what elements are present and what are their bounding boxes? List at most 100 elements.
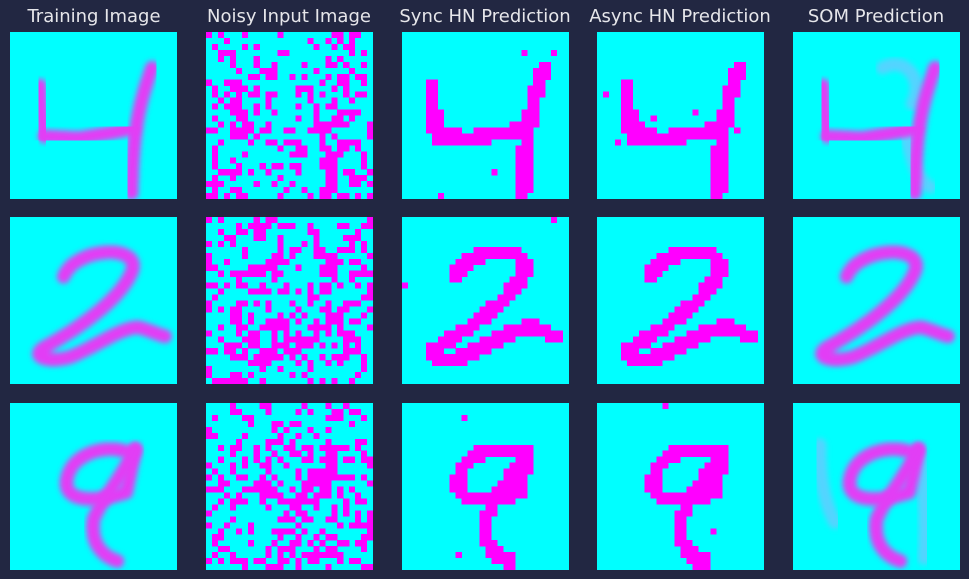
pixel: [355, 91, 362, 98]
pixel: [674, 510, 681, 517]
pixel: [515, 462, 522, 469]
pixel: [259, 288, 266, 295]
digit-panel-r2-c2: [206, 217, 373, 384]
pixel: [301, 492, 308, 499]
pixel: [206, 306, 213, 313]
pixel: [355, 348, 362, 355]
pixel: [431, 85, 438, 92]
pixel: [313, 546, 320, 553]
pixel: [277, 193, 284, 199]
pixel: [704, 324, 711, 331]
pixel: [497, 498, 504, 505]
digit-panel-r2-c5: [793, 217, 960, 384]
pixel: [485, 450, 492, 457]
pixel: [662, 348, 669, 355]
pixel: [289, 546, 296, 553]
pixel: [716, 444, 723, 451]
pixel: [277, 354, 284, 361]
pixel: [620, 109, 627, 116]
pixel: [343, 43, 350, 51]
pixel: [259, 282, 266, 289]
pixel: [473, 127, 480, 134]
pixel: [349, 486, 356, 493]
pixel: [527, 456, 534, 463]
pixel: [337, 360, 344, 367]
pixel: [241, 32, 248, 39]
pixel: [467, 348, 474, 355]
pixel: [485, 528, 492, 535]
pixel: [491, 300, 498, 307]
pixel: [509, 558, 516, 565]
pixel: [307, 426, 314, 433]
pixel: [361, 222, 368, 230]
pixel: [235, 163, 242, 170]
pixel: [265, 300, 272, 307]
pixel: [325, 456, 332, 463]
digit-stroke: [820, 121, 923, 146]
pixel: [235, 97, 242, 104]
pixel: [674, 139, 681, 146]
pixel: [521, 151, 528, 158]
pixel: [289, 498, 296, 505]
pixel: [235, 444, 242, 451]
pixel: [710, 528, 717, 535]
pixel: [259, 270, 266, 277]
pixel: [479, 534, 486, 541]
pixel: [692, 330, 699, 337]
pixel: [343, 510, 350, 517]
pixel: [277, 270, 284, 277]
pixel: [704, 336, 711, 343]
pixel: [289, 354, 296, 361]
pixel: [289, 139, 296, 146]
pixel: [241, 270, 248, 277]
pixel: [343, 145, 350, 152]
pixel: [331, 516, 338, 523]
pixel: [527, 139, 534, 146]
pixel: [206, 558, 213, 565]
pixel: [527, 175, 534, 182]
pixel: [343, 222, 350, 230]
pixel: [722, 133, 729, 140]
pixel: [235, 408, 242, 416]
pixel: [491, 127, 498, 134]
pixel: [253, 85, 260, 92]
pixel: [265, 360, 272, 367]
pixel: [692, 252, 699, 259]
pixel: [533, 115, 540, 122]
pixel: [223, 79, 230, 86]
pixel: [325, 258, 332, 265]
pixel: [752, 336, 759, 343]
pixel: [515, 474, 522, 481]
pixel: [361, 240, 368, 247]
pixel: [229, 468, 236, 475]
pixel: [259, 480, 266, 487]
pixel: [331, 252, 338, 259]
pixel: [206, 348, 213, 355]
pixel: [527, 318, 534, 325]
pixel: [461, 480, 468, 487]
pixel: [355, 408, 362, 416]
pixel: [361, 270, 368, 277]
pixel: [551, 336, 558, 343]
pixel: [692, 133, 699, 140]
pixel: [235, 85, 242, 92]
pixel: [223, 480, 230, 487]
pixel: [337, 306, 344, 313]
pixel: [235, 79, 242, 86]
pixel: [491, 450, 498, 457]
pixel: [325, 73, 332, 80]
pixel: [349, 240, 356, 247]
pixel: [277, 432, 284, 439]
pixel: [331, 534, 338, 541]
pixel: [686, 336, 693, 343]
pixel: [680, 552, 687, 559]
pixel: [455, 462, 462, 469]
pixel: [295, 540, 302, 547]
pixel: [710, 145, 717, 152]
pixel: [337, 121, 344, 128]
pixel: [313, 228, 320, 236]
pixel: [461, 456, 468, 463]
digit-panel-r3-c2: [206, 403, 373, 570]
pixel: [650, 276, 657, 283]
pixel: [211, 157, 219, 164]
